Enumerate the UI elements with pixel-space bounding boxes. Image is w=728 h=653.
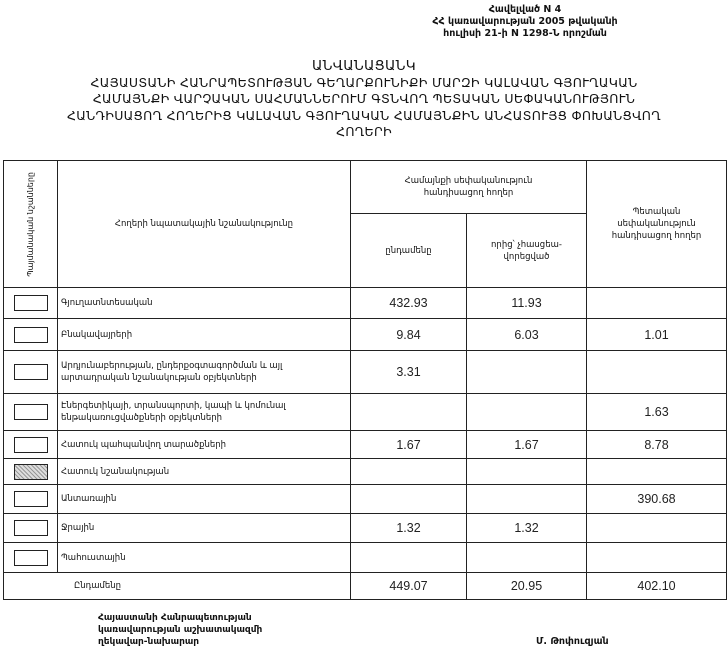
- annex-line: ՀՀ կառավարության 2005 թվականի: [432, 16, 618, 27]
- land-purpose: Հատուկ նշանակության: [57, 458, 351, 485]
- legend-symbol-cell: [3, 318, 58, 351]
- state-land: [586, 542, 727, 573]
- state-land: 1.63: [586, 393, 727, 431]
- title-line: ԱՆՎԱՆԱՑԱՆԿ: [312, 58, 416, 74]
- header-state: Պետական սեփականություն հանդիսացող հողեր: [586, 160, 727, 288]
- state-land: 1.01: [586, 318, 727, 351]
- community-total: 3.31: [350, 350, 467, 394]
- annex-reference: Հավելված N 4 ՀՀ կառավարության 2005 թվակա…: [380, 4, 670, 40]
- land-purpose: Ջրային: [57, 513, 351, 543]
- legend-symbol-icon: [13, 549, 48, 566]
- document-title: ԱՆՎԱՆԱՑԱՆԿ ՀԱՅԱՍՏԱՆԻ ՀԱՆՐԱՊԵՏՈՒԹՅԱՆ ԳԵՂԱ…: [0, 58, 728, 141]
- table-row: Բնակավայրերի 9.84 6.03 1.01: [3, 318, 727, 351]
- community-total: 432.93: [350, 287, 467, 319]
- table-row: Գյուղատնտեսական 432.93 11.93: [3, 287, 727, 319]
- legend-symbol-icon: [13, 520, 48, 536]
- header-row: Պայմանական նշանները Հողերի նպատակային նշ…: [3, 160, 727, 288]
- land-table: Պայմանական նշանները Հողերի նպատակային նշ…: [3, 160, 727, 600]
- title-line: ՀԱՅԱՍՏԱՆԻ ՀԱՆՐԱՊԵՏՈՒԹՅԱՆ ԳԵՂԱՐՔՈՒՆԻՔԻ ՄԱ…: [90, 74, 638, 90]
- state-land: [586, 458, 727, 485]
- community-total: [350, 484, 467, 514]
- land-purpose: Բնակավայրերի: [57, 318, 351, 351]
- table-row: Էներգետիկայի, տրանսպորտի, կապի և կոմունա…: [3, 393, 727, 431]
- land-purpose: Գյուղատնտեսական: [57, 287, 351, 319]
- land-purpose: Անտառային: [57, 484, 351, 514]
- community-total: 9.84: [350, 318, 467, 351]
- subheader-row: ընդամենը որից՝ չհասցեա-վորեցված: [4, 213, 727, 288]
- legend-symbol-icon: [13, 295, 48, 311]
- state-land: [586, 287, 727, 319]
- legend-symbol-cell: [3, 287, 58, 319]
- position-line: կառավարության աշխատակազմի: [98, 625, 263, 635]
- legend-symbol-icon: [13, 463, 48, 480]
- legend-symbol-cell: [3, 542, 58, 573]
- annex-line: Հավելված N 4: [488, 4, 562, 15]
- legend-symbol-cell: [3, 458, 58, 485]
- land-purpose: Պահուստային: [57, 542, 351, 573]
- community-unassigned: 6.03: [466, 318, 587, 351]
- community-total: [350, 458, 467, 485]
- state-land: 8.78: [586, 430, 727, 459]
- signatory-name: Մ. Թոփուզյան: [536, 636, 609, 647]
- totals-total: 449.07: [350, 572, 467, 600]
- community-unassigned: [466, 484, 587, 514]
- title-line: ՀԱՄԱՅՆՔԻ ՎԱՐՉԱԿԱՆ ՍԱՀՄԱՆՆԵՐՈՒՄ ԳՏՆՎՈՂ ՊԵ…: [92, 91, 636, 106]
- community-unassigned: 1.67: [466, 430, 587, 459]
- table-row: Արդյունաբերության, ընդերքօգտագործման և ա…: [3, 350, 727, 394]
- legend-symbol-icon: [13, 404, 48, 420]
- table-row: Հատուկ նշանակության: [3, 458, 727, 485]
- totals-state: 402.10: [586, 572, 727, 600]
- table-row: Անտառային 390.68: [3, 484, 727, 514]
- table-row: Պահուստային: [3, 542, 727, 573]
- community-total: 1.32: [350, 513, 467, 543]
- state-land: [586, 513, 727, 543]
- community-total: [350, 393, 467, 431]
- totals-label: Ընդամենը: [3, 572, 351, 600]
- header-symbols: Պայմանական նշանները: [3, 160, 58, 288]
- land-purpose: Էներգետիկայի, տրանսպորտի, կապի և կոմունա…: [57, 393, 351, 431]
- totals-unassigned: 20.95: [466, 572, 587, 600]
- position-line: Հայաստանի Հանրապետության: [98, 613, 252, 623]
- table-row: Հատուկ պահպանվող տարածքների 1.67 1.67 8.78: [3, 430, 727, 459]
- state-land: [586, 350, 727, 394]
- title-line: ՀԱՆԴԻՍԱՑՈՂ ՀՈՂԵՐԻՑ ԿԱԼԱՎԱՆ ԳՅՈՒՂԱԿԱՆ ՀԱՄ…: [67, 107, 661, 123]
- community-unassigned: [466, 350, 587, 394]
- community-unassigned: 11.93: [466, 287, 587, 319]
- community-unassigned: [466, 542, 587, 573]
- community-total: [350, 542, 467, 573]
- position-line: ղեկավար-նախարար: [98, 637, 200, 647]
- legend-symbol-icon: [13, 491, 48, 507]
- community-total: 1.67: [350, 430, 467, 459]
- legend-symbol-cell: [3, 484, 58, 514]
- legend-symbol-cell: [3, 430, 58, 459]
- community-unassigned: [466, 393, 587, 431]
- legend-symbol-icon: [13, 326, 48, 343]
- legend-symbol-cell: [3, 393, 58, 431]
- legend-symbol-icon: [13, 436, 48, 453]
- table-row: Ջրային 1.32 1.32: [3, 513, 727, 543]
- land-purpose: Արդյունաբերության, ընդերքօգտագործման և ա…: [57, 350, 351, 394]
- legend-symbol-cell: [3, 513, 58, 543]
- legend-symbol-cell: [3, 350, 58, 394]
- legend-symbol-icon: [13, 364, 48, 380]
- signatory-position: Հայաստանի Հանրապետության կառավարության ա…: [98, 612, 262, 648]
- header-community: Համայնքի սեփականություն հանդիսացող հողեր: [350, 160, 587, 214]
- community-unassigned: [466, 458, 587, 485]
- land-purpose: Հատուկ պահպանվող տարածքների: [57, 430, 351, 459]
- header-purpose: Հողերի նպատակային նշանակությունը: [57, 160, 351, 288]
- totals-row: Ընդամենը 449.07 20.95 402.10: [3, 572, 727, 600]
- community-unassigned: 1.32: [466, 513, 587, 543]
- state-land: 390.68: [586, 484, 727, 514]
- header-community-total: ընդամենը: [350, 213, 467, 288]
- annex-line: հուլիսի 21-ի N 1298-Ն որոշման: [443, 28, 607, 39]
- header-community-unassigned: որից՝ չհասցեա-վորեցված: [466, 213, 587, 288]
- title-line: ՀՈՂԵՐԻ: [336, 124, 392, 139]
